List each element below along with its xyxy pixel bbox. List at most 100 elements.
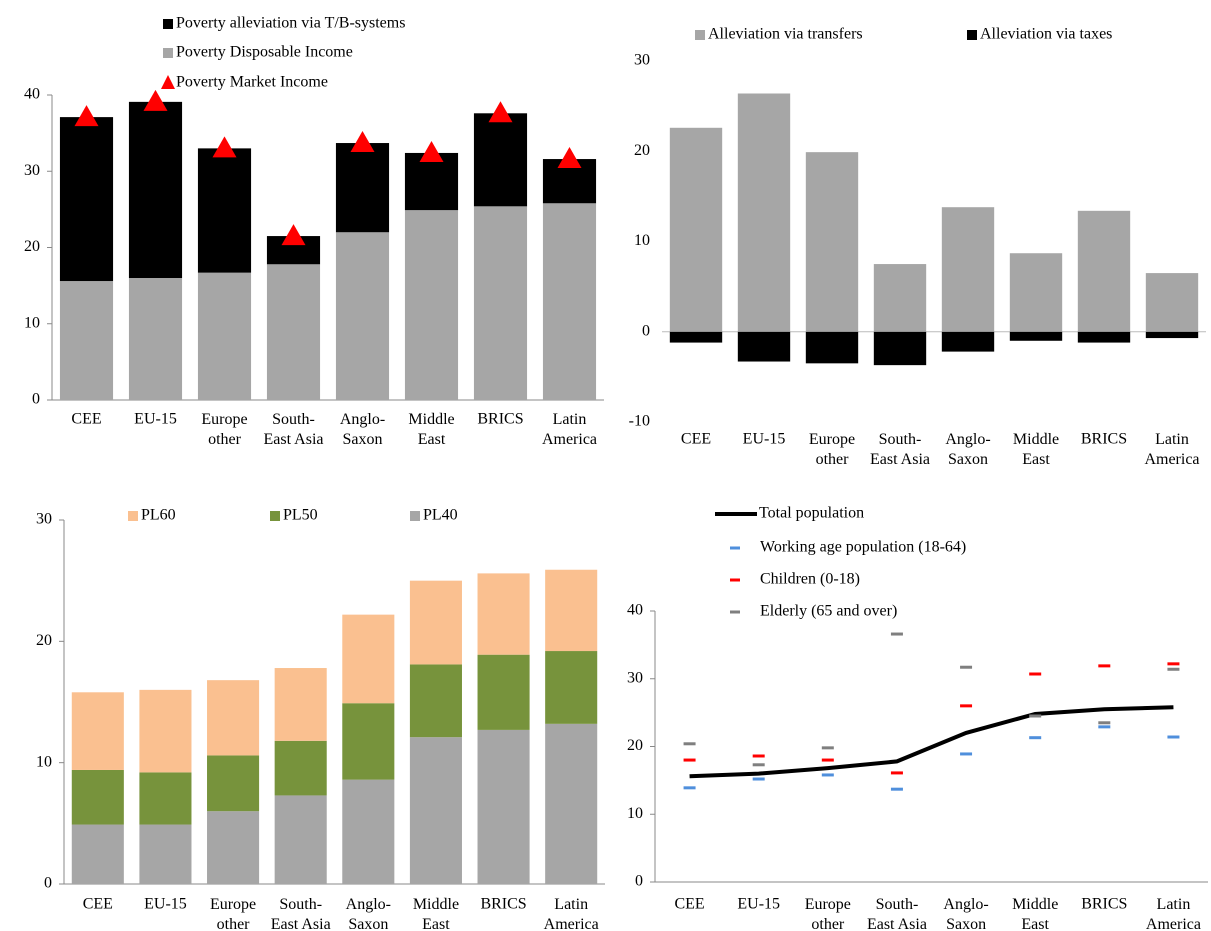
- bar: [1145, 273, 1199, 332]
- x-tick-label: South-East Asia: [271, 896, 331, 931]
- bar: [545, 723, 598, 884]
- chart: 0 10 20 30 40 CEE EU-15 Europe other South-East A…: [24, 15, 604, 448]
- x-tick-label: Middle East: [1012, 896, 1058, 931]
- x-tick-label: Latin America: [1146, 896, 1201, 931]
- x-tick-label: EU-15: [144, 896, 187, 913]
- legend-label: Elderly (65 and over): [760, 603, 897, 620]
- bar: [59, 117, 114, 282]
- bar: [1145, 331, 1199, 339]
- x-tick-label: CEE: [681, 431, 711, 448]
- legend-swatch: [161, 75, 175, 89]
- marker: [488, 101, 513, 123]
- x-tick-label: BRICS: [480, 896, 526, 913]
- y-tick-label: 40: [627, 602, 643, 619]
- bar: [805, 331, 859, 364]
- bar: [873, 331, 927, 366]
- bar: [197, 272, 252, 400]
- legend-label: Total population: [759, 505, 864, 522]
- legend-swatch: [128, 511, 138, 521]
- legend-swatch: [270, 511, 280, 521]
- bar: [128, 101, 183, 278]
- x-tick-label: Anglo-Saxon: [945, 431, 990, 468]
- bar: [342, 703, 395, 780]
- x-tick-label: Latin America: [1144, 431, 1199, 468]
- legend-label: Children (0-18): [760, 571, 860, 588]
- bar: [737, 93, 791, 332]
- bar: [139, 772, 192, 825]
- bar: [477, 654, 530, 730]
- y-tick-label: 20: [24, 238, 40, 255]
- bar: [274, 668, 327, 741]
- y-tick-label: 10: [634, 232, 650, 249]
- bar: [128, 278, 183, 400]
- bar: [542, 203, 597, 400]
- legend-label: Alleviation via transfers: [708, 26, 863, 43]
- bar: [1009, 253, 1063, 332]
- legend-label: Alleviation via taxes: [980, 26, 1112, 43]
- legend-swatch: [163, 48, 173, 58]
- x-tick-label: EU-15: [743, 431, 786, 448]
- y-tick-label: 30: [627, 669, 643, 686]
- y-tick-label: 10: [36, 753, 52, 770]
- x-tick-label: Anglo-Saxon: [340, 411, 385, 448]
- bar: [335, 232, 390, 400]
- bar: [274, 740, 327, 796]
- x-tick-label: CEE: [83, 896, 113, 913]
- bar: [409, 580, 462, 665]
- bar: [335, 143, 390, 233]
- bar: [207, 755, 260, 812]
- y-tick-label: 20: [36, 632, 52, 649]
- x-tick-label: Middle East: [1013, 431, 1059, 468]
- x-tick-label: BRICS: [1081, 896, 1127, 913]
- legend-swatch: [967, 30, 977, 40]
- bar: [737, 331, 791, 362]
- x-tick-label: CEE: [674, 896, 704, 913]
- y-tick-label: 20: [627, 737, 643, 754]
- x-tick-label: EU-15: [737, 896, 780, 913]
- bar: [1009, 331, 1063, 341]
- bar: [71, 824, 124, 884]
- bar: [477, 573, 530, 655]
- bar: [59, 281, 114, 400]
- legend-swatch: [410, 511, 420, 521]
- legend-swatch: [163, 19, 173, 29]
- marker: [212, 136, 237, 158]
- legend-label: PL50: [283, 507, 318, 524]
- bar: [1077, 210, 1131, 332]
- x-tick-label: BRICS: [477, 411, 523, 428]
- x-tick-label: EU-15: [134, 411, 177, 428]
- x-tick-label: Middle East: [413, 896, 459, 931]
- x-tick-label: Anglo-Saxon: [346, 896, 391, 931]
- marker: [350, 131, 375, 153]
- bar: [342, 614, 395, 704]
- bar: [71, 692, 124, 770]
- x-tick-label: Europe other: [805, 896, 851, 931]
- legend-label: Working age population (18-64): [760, 539, 966, 556]
- y-tick-label: 30: [36, 511, 52, 528]
- bar: [477, 729, 530, 884]
- bar: [139, 689, 192, 773]
- x-tick-label: Europe other: [809, 431, 855, 468]
- bar: [342, 779, 395, 884]
- x-tick-label: Latin America: [544, 896, 599, 931]
- bar: [545, 651, 598, 724]
- x-tick-label: CEE: [71, 411, 101, 428]
- y-tick-label: 0: [32, 391, 40, 408]
- bar: [207, 680, 260, 756]
- y-tick-label: 30: [634, 52, 650, 69]
- y-tick-label: 0: [44, 875, 52, 892]
- y-tick-label: 30: [24, 162, 40, 179]
- marker: [281, 224, 306, 246]
- chart: -10 0 10 20 30 CEE EU-15 Europe other South-East …: [629, 26, 1206, 468]
- bar: [669, 127, 723, 332]
- bar: [71, 769, 124, 825]
- bar: [873, 264, 927, 332]
- bar: [139, 824, 192, 884]
- bar: [669, 331, 723, 343]
- marker: [419, 140, 444, 162]
- y-tick-label: 20: [634, 142, 650, 159]
- x-tick-label: Latin America: [542, 411, 597, 448]
- chart: 0 10 20 30 CEE EU-15 Europe other South-East Asi…: [36, 507, 605, 931]
- y-tick-label: 0: [635, 873, 643, 890]
- bar: [274, 795, 327, 884]
